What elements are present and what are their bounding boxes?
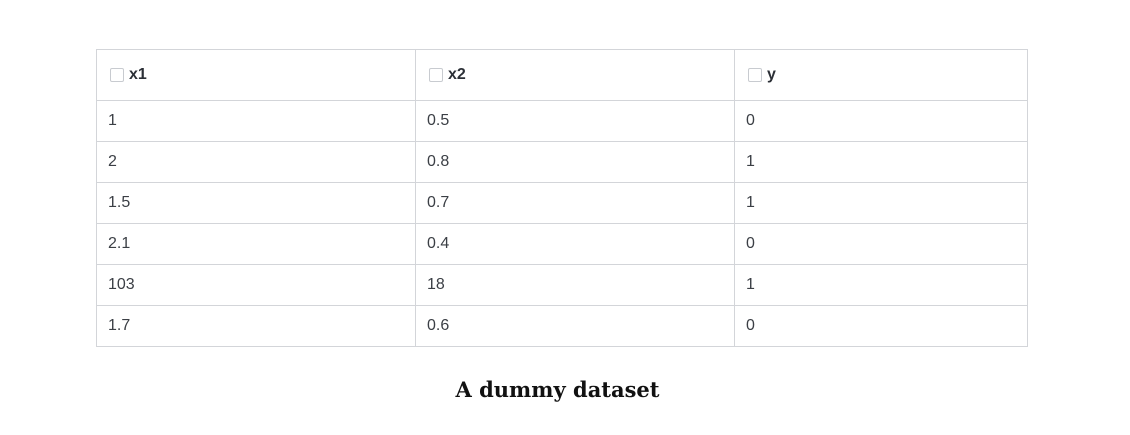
table-cell: 0.4 (415, 223, 735, 265)
table-row: 1.7 0.6 0 (96, 305, 1028, 347)
table-cell: 0.5 (415, 100, 735, 142)
table-cell: 0.8 (415, 141, 735, 183)
column-select-checkbox-x2[interactable] (429, 68, 443, 82)
dataset-table: x1 x2 y 1 (96, 49, 1028, 347)
table-cell: 0 (734, 223, 1028, 265)
table-header-row: x1 x2 y (96, 49, 1028, 101)
table-cell: 1 (96, 100, 416, 142)
table-cell: 0 (734, 305, 1028, 347)
table-row: 1.5 0.7 1 (96, 182, 1028, 224)
column-select-checkbox-x1[interactable] (110, 68, 124, 82)
column-header-label: x2 (448, 66, 466, 83)
table-cell: 1.5 (96, 182, 416, 224)
table-cell: 2 (96, 141, 416, 183)
table-cell: 1 (734, 182, 1028, 224)
table-row: 2 0.8 1 (96, 141, 1028, 183)
table-cell: 0 (734, 100, 1028, 142)
table-row: 2.1 0.4 0 (96, 223, 1028, 265)
column-select-checkbox-y[interactable] (748, 68, 762, 82)
table-cell: 2.1 (96, 223, 416, 265)
table-cell: 0.7 (415, 182, 735, 224)
column-header-y: y (734, 49, 1028, 101)
column-header-label: x1 (129, 66, 147, 83)
table-cell: 1 (734, 141, 1028, 183)
column-header-label: y (767, 66, 776, 83)
column-header-x2: x2 (415, 49, 735, 101)
table-caption: A dummy dataset (455, 377, 660, 402)
table-row: 103 18 1 (96, 264, 1028, 306)
table-cell: 18 (415, 264, 735, 306)
table-cell: 0.6 (415, 305, 735, 347)
table-cell: 103 (96, 264, 416, 306)
column-header-x1: x1 (96, 49, 416, 101)
table-cell: 1.7 (96, 305, 416, 347)
dataset-table-container: x1 x2 y 1 (96, 49, 1028, 347)
table-row: 1 0.5 0 (96, 100, 1028, 142)
table-cell: 1 (734, 264, 1028, 306)
